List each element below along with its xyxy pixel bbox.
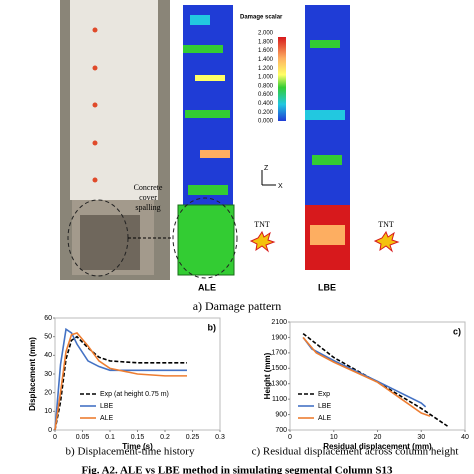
x-tick-label: 20 [374, 434, 382, 441]
y-tick-label: 10 [44, 408, 52, 415]
colorbar-label: 2.000 [258, 31, 274, 37]
caption: a) Damage pattern [193, 299, 282, 313]
panel-label: c) [453, 326, 461, 336]
lbe-label: LBE [318, 282, 336, 292]
y-tick-label: 1300 [271, 381, 287, 388]
y-tick-label: 700 [275, 427, 287, 434]
x-axis-label: Residual displacement (mm) [323, 442, 432, 451]
x-tick-label: 0 [288, 434, 292, 441]
lbe-model [305, 5, 350, 270]
photo [60, 0, 170, 280]
series-line [54, 335, 187, 431]
caption: b) Displacement-time history [66, 446, 195, 458]
caption: c) Residual displacement across column h… [252, 446, 459, 458]
x-axis-label: Time (s) [122, 442, 153, 451]
panel-label: b) [208, 322, 217, 332]
y-tick-label: 1100 [272, 396, 287, 403]
colorbar-label: 1.800 [258, 39, 274, 45]
tnt-icon [373, 230, 400, 253]
legend-label: Exp (at height 0.75 m) [100, 391, 169, 398]
y-tick-label: 1500 [271, 365, 287, 372]
y-tick-label: 900 [275, 411, 287, 418]
annotation: Concrete [134, 183, 163, 192]
tnt-label: TNT [254, 220, 270, 229]
colorbar-title: Damage scalar [240, 15, 283, 21]
axis-x: X [278, 183, 283, 190]
series-line [54, 327, 187, 431]
y-tick-label: 50 [44, 334, 52, 341]
colorbar-label: 0.000 [258, 119, 274, 125]
y-tick-label: 60 [44, 315, 52, 322]
colorbar [278, 37, 286, 121]
y-tick-label: 2100 [271, 319, 287, 326]
annotation: spalling [135, 203, 160, 212]
x-tick-label: 0.1 [105, 434, 115, 441]
legend-label: Exp [318, 391, 330, 398]
legend-label: LBE [100, 403, 114, 410]
y-axis-label: Height (mm) [263, 352, 272, 399]
legend-label: ALE [100, 415, 114, 422]
legend-label: ALE [318, 415, 332, 422]
y-axis-label: Displacement (mm) [28, 337, 37, 411]
ale-model [172, 5, 238, 279]
colorbar-label: 0.800 [258, 83, 274, 89]
x-tick-label: 10 [330, 434, 338, 441]
y-tick-label: 1900 [271, 334, 287, 341]
colorbar-label: 0.200 [258, 110, 274, 116]
x-tick-label: 0.3 [215, 434, 225, 441]
y-tick-label: 20 [44, 390, 52, 397]
y-tick-label: 40 [44, 352, 52, 359]
x-tick-label: 0 [53, 434, 57, 441]
series-line [302, 336, 431, 417]
x-tick-label: 0.15 [131, 434, 145, 441]
y-tick-label: 0 [48, 427, 52, 434]
figure-caption: Fig. A2. ALE vs LBE method in simulating… [81, 465, 393, 474]
y-tick-label: 30 [44, 371, 52, 378]
x-tick-label: 30 [417, 434, 425, 441]
tnt-icon [249, 230, 276, 253]
series-line [54, 332, 187, 431]
tnt-label: TNT [378, 220, 394, 229]
x-tick-label: 0.05 [76, 434, 90, 441]
colorbar-label: 0.400 [258, 101, 274, 107]
x-tick-label: 40 [461, 434, 469, 441]
x-tick-label: 0.25 [186, 434, 200, 441]
colorbar-label: 1.200 [258, 66, 274, 72]
series-line [302, 332, 448, 427]
colorbar-label: 0.600 [258, 92, 274, 98]
axis-triad [261, 170, 276, 186]
axis-z: Z [264, 165, 269, 172]
ale-label: ALE [198, 282, 216, 292]
y-tick-label: 1700 [271, 350, 287, 357]
plot-frame [289, 321, 466, 431]
colorbar-label: 1.600 [258, 48, 274, 54]
annotation: cover [139, 193, 157, 202]
x-tick-label: 0.2 [160, 434, 170, 441]
colorbar-label: 1.000 [258, 75, 274, 81]
colorbar-label: 1.400 [258, 57, 274, 63]
legend-label: LBE [318, 403, 332, 410]
